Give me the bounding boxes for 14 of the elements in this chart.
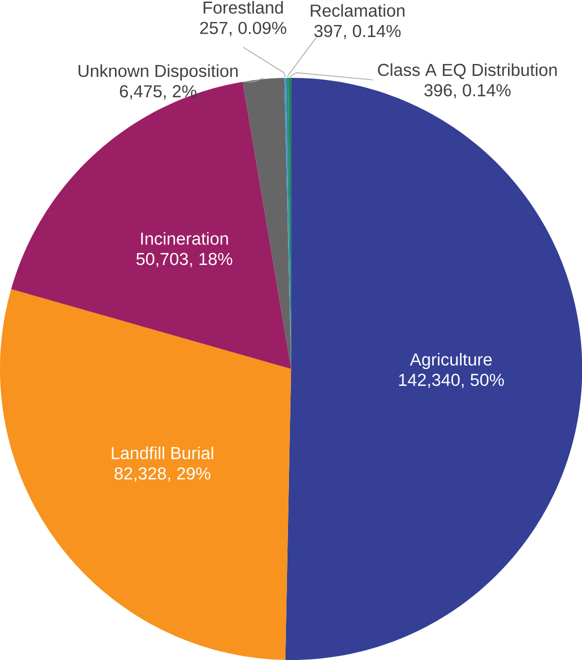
slice-label: Landfill Burial: [112, 446, 214, 460]
data-label: 397, 0.14%: [314, 24, 401, 40]
slice-label: Reclamation: [310, 4, 404, 17]
slice-label: Agriculture: [410, 352, 492, 370]
data-label: 50,703, 18%: [136, 252, 232, 268]
slice-label: Forestland: [204, 1, 283, 14]
data-label: 257, 0.09%: [200, 22, 286, 36]
data-label: 6,475, 2%: [120, 85, 196, 100]
data-label: 396, 0.14%: [424, 84, 510, 98]
data-label: 82,328, 29%: [114, 467, 210, 482]
slice-label: Incineration: [141, 232, 228, 245]
slice-label: Class A EQ Distribution: [378, 63, 557, 80]
data-label: 142,340, 50%: [399, 374, 504, 388]
slice-label: Unknown Disposition: [78, 64, 238, 80]
